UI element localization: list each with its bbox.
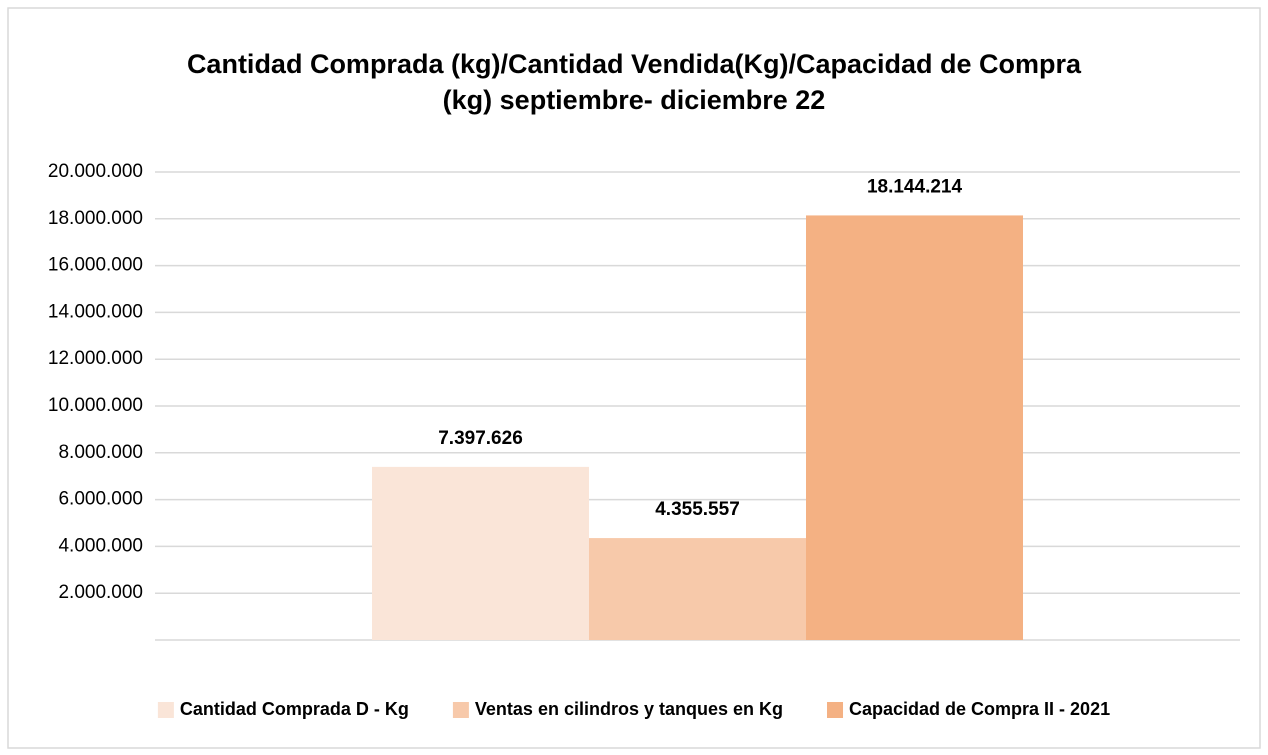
bar — [589, 538, 806, 640]
y-tick-label: 12.000.000 — [48, 348, 143, 369]
data-label: 4.355.557 — [655, 499, 740, 520]
y-tick-label: 10.000.000 — [48, 395, 143, 416]
chart-title: Cantidad Comprada (kg)/Cantidad Vendida(… — [186, 49, 1082, 115]
y-tick-label: 6.000.000 — [58, 489, 143, 510]
y-tick-label: 20.000.000 — [48, 161, 143, 182]
data-label: 18.144.214 — [867, 176, 963, 197]
legend-label: Cantidad Comprada D - Kg — [180, 699, 409, 719]
bar — [372, 466, 589, 640]
y-tick-label: 8.000.000 — [58, 442, 143, 463]
y-tick-label: 4.000.000 — [58, 535, 143, 556]
y-tick-label: 18.000.000 — [48, 208, 143, 229]
legend-swatch — [452, 702, 469, 718]
data-label: 7.397.626 — [438, 428, 523, 449]
legend-swatch — [157, 702, 174, 718]
y-tick-label: 16.000.000 — [48, 255, 143, 276]
bar — [806, 215, 1023, 640]
legend-label: Capacidad de Compra II - 2021 — [849, 699, 1110, 719]
legend-swatch — [827, 702, 844, 718]
y-tick-label: 2.000.000 — [58, 582, 143, 603]
y-tick-label: 14.000.000 — [48, 301, 143, 322]
legend-label: Ventas en cilindros y tanques en Kg — [475, 699, 783, 719]
